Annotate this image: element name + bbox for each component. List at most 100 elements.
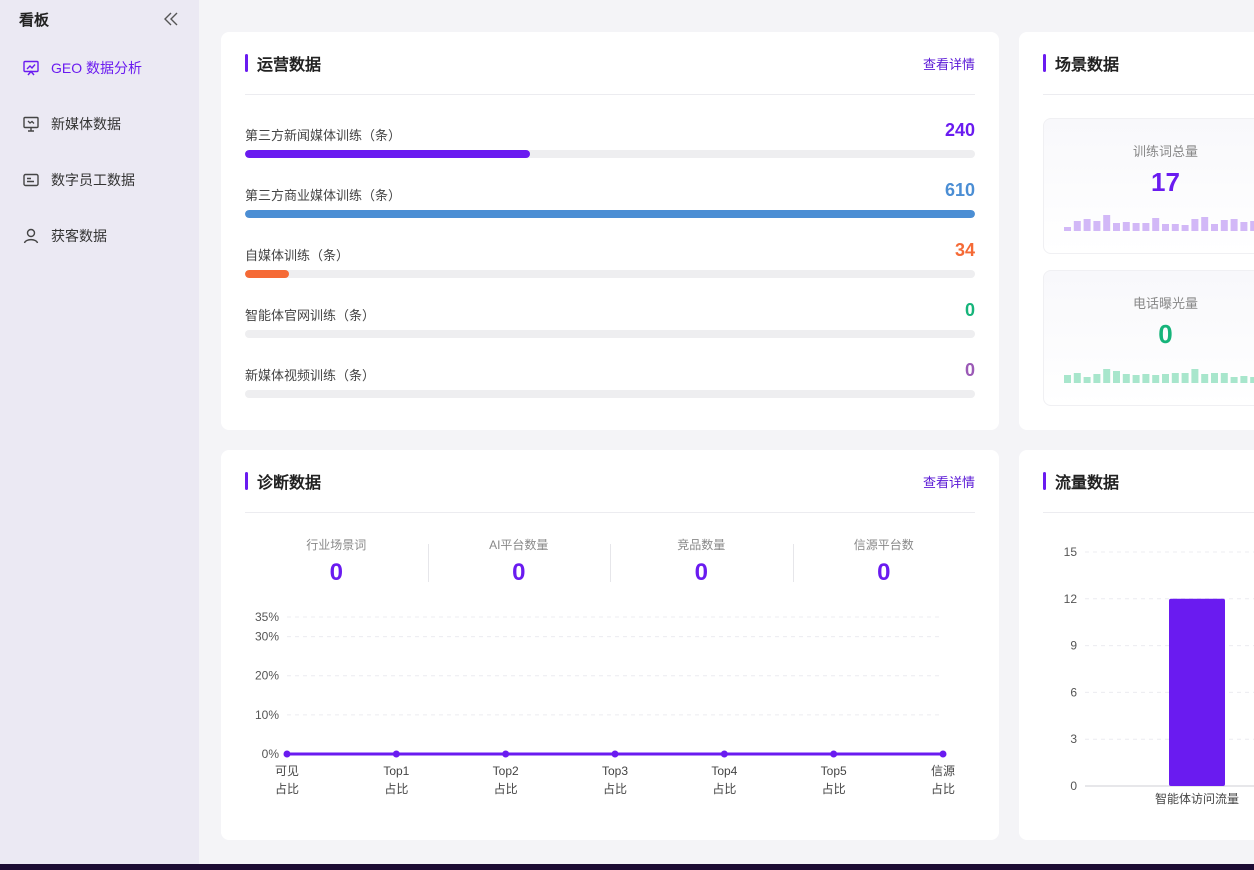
mini-bar	[1162, 374, 1169, 383]
diag-stat-value: 0	[877, 559, 891, 586]
x-tick-label: 占比	[603, 781, 627, 796]
op-row-value: 0	[964, 300, 975, 320]
title-accent	[245, 472, 248, 490]
bar	[1169, 598, 1225, 786]
diag-stat-label: 行业场景词	[306, 538, 367, 552]
title-accent	[245, 54, 248, 72]
sidebar-item-digital-staff[interactable]: 数字员工数据	[0, 152, 199, 208]
mini-bar	[1083, 377, 1091, 383]
mini-bar	[1250, 221, 1254, 231]
op-row-agent-website: 智能体官网训练（条） 0	[245, 300, 975, 340]
operations-detail-link[interactable]: 查看详情	[922, 56, 975, 72]
op-row-video-media: 新媒体视频训练（条） 0	[245, 360, 975, 400]
diag-stat-value: 0	[512, 559, 526, 586]
mini-bar	[1122, 374, 1130, 383]
diag-stat-source-platforms: 信源平台数 0	[792, 536, 976, 586]
op-row-label: 第三方新闻媒体训练（条）	[245, 128, 402, 143]
x-tick-label: 占比	[494, 781, 518, 796]
mini-bar	[1064, 375, 1071, 383]
mini-bar	[1152, 375, 1160, 383]
mini-bar	[1171, 373, 1179, 383]
sidebar-item-new-media[interactable]: 新媒体数据	[0, 96, 199, 152]
data-point	[502, 750, 510, 758]
x-tick-label: 占比	[931, 781, 955, 796]
sidebar-item-label: 数字员工数据	[51, 172, 135, 188]
op-row-label: 智能体官网训练（条）	[245, 308, 376, 323]
diagnosis-card: 诊断数据 查看详情 行业场景词 0 AI平台数量 0 竞品数量 0 信源平台数 …	[221, 450, 999, 840]
presentation-icon	[22, 115, 40, 133]
chart-board-icon	[22, 59, 40, 77]
sidebar-item-label: GEO 数据分析	[51, 60, 143, 76]
diag-stat-competitors: 竞品数量 0	[610, 536, 793, 586]
data-point	[720, 750, 728, 758]
mini-bar	[1211, 224, 1218, 231]
y-tick-label: 12	[1064, 592, 1078, 606]
diagnosis-detail-link[interactable]: 查看详情	[922, 474, 975, 490]
y-tick-label: 0	[1070, 779, 1077, 793]
mini-bar-chart	[1064, 369, 1254, 383]
mini-bar	[1171, 224, 1179, 231]
operations-title: 运营数据	[257, 57, 322, 74]
x-tick-label: Top1	[383, 764, 409, 778]
traffic-title: 流量数据	[1055, 475, 1120, 492]
mini-bar	[1083, 219, 1091, 231]
op-row-value: 34	[954, 240, 975, 260]
data-point	[939, 750, 947, 758]
y-tick-label: 10%	[255, 708, 279, 722]
op-row-value: 610	[944, 180, 975, 200]
mini-bar	[1103, 369, 1111, 383]
y-tick-label: 3	[1070, 732, 1077, 746]
x-tick-label: 可见	[275, 764, 299, 778]
operations-card: 运营数据 查看详情 第三方新闻媒体训练（条） 240 第三方商业媒体训练（条） …	[221, 32, 999, 430]
op-row-value: 240	[944, 120, 975, 140]
mini-bar	[1132, 375, 1140, 383]
progress-track	[245, 390, 975, 398]
diag-stat-industry-words: 行业场景词 0	[245, 536, 428, 586]
mini-bar	[1113, 223, 1120, 231]
mini-bar	[1211, 373, 1218, 383]
sidebar-item-acquisition[interactable]: 获客数据	[0, 208, 199, 264]
op-row-news-media: 第三方新闻媒体训练（条） 240	[245, 120, 975, 160]
mini-bar	[1073, 221, 1081, 231]
x-tick-label: 占比	[384, 781, 408, 796]
sidebar-title: 看板	[19, 11, 50, 29]
progress-fill	[245, 150, 530, 158]
x-tick-label: 智能体访问流量	[1155, 791, 1239, 806]
sidebar: 看板 GEO 数据分析 新媒体数据 数字员工数据 获客数据	[0, 0, 199, 864]
mini-bar	[1191, 369, 1199, 383]
diag-stat-label: AI平台数量	[489, 538, 549, 552]
title-accent	[1043, 54, 1046, 72]
progress-track	[245, 330, 975, 338]
op-row-label: 第三方商业媒体训练（条）	[245, 188, 402, 203]
bottom-bar	[0, 864, 1254, 870]
stat-box-phone-exposure: 电话曝光量 0	[1043, 270, 1254, 406]
mini-bar	[1152, 218, 1160, 231]
mini-bar	[1142, 374, 1150, 383]
mini-bar	[1201, 217, 1209, 231]
data-point	[611, 750, 619, 758]
y-tick-label: 20%	[255, 669, 279, 683]
id-card-icon	[22, 171, 40, 189]
mini-bar	[1240, 376, 1248, 383]
y-tick-label: 30%	[255, 630, 279, 644]
mini-bar	[1093, 374, 1101, 383]
mini-bar	[1250, 377, 1254, 383]
mini-bar	[1181, 373, 1189, 383]
sidebar-item-geo-analysis[interactable]: GEO 数据分析	[0, 40, 199, 96]
diagnosis-stats: 行业场景词 0 AI平台数量 0 竞品数量 0 信源平台数 0	[245, 536, 976, 586]
collapse-icon[interactable]	[163, 11, 179, 27]
mini-bar	[1191, 219, 1199, 231]
mini-bar-chart	[1064, 215, 1254, 231]
mini-bar	[1142, 223, 1150, 231]
scene-header: 场景数据	[1043, 32, 1254, 95]
stat-value: 17	[1151, 167, 1180, 197]
stat-label: 电话曝光量	[1132, 296, 1198, 311]
mini-bar	[1201, 374, 1209, 383]
op-row-value: 0	[964, 360, 975, 380]
mini-bar	[1181, 225, 1189, 231]
data-point	[830, 750, 838, 758]
x-tick-label: 信源	[931, 764, 955, 778]
mini-bar	[1240, 222, 1248, 231]
x-tick-label: Top5	[821, 764, 847, 778]
mini-bar	[1093, 221, 1101, 231]
